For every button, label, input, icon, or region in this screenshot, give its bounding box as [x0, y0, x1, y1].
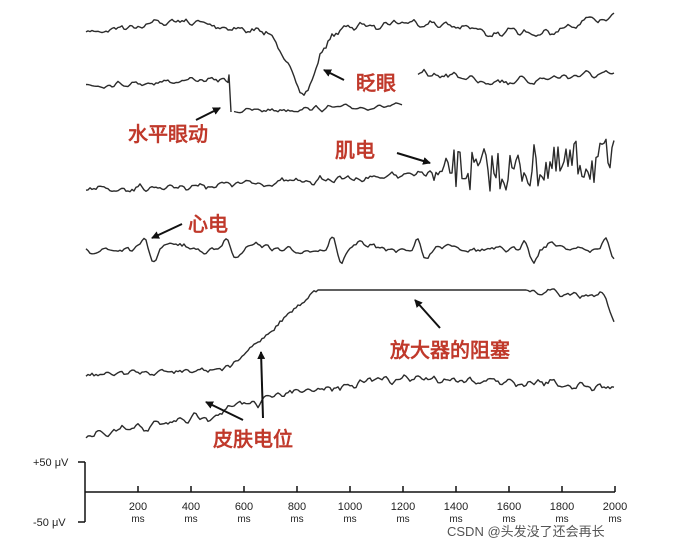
muscle-arrow [396, 152, 431, 165]
x-tick-unit: ms [237, 514, 250, 525]
horizontal-eye-movement-arrow [195, 107, 221, 121]
x-tick-unit: ms [131, 514, 144, 525]
x-tick-unit: ms [555, 514, 568, 525]
blink-trace [85, 12, 615, 96]
x-tick-label: 1800 [550, 501, 574, 513]
x-tick-label: 1400 [444, 501, 468, 513]
heart-arrow [151, 223, 183, 239]
x-tick-unit: ms [396, 514, 409, 525]
muscle-trace [85, 138, 615, 193]
x-tick-label: 2000 [603, 501, 627, 513]
eye-movement-trace-c [417, 68, 615, 86]
annotation-arrows [151, 69, 441, 421]
x-tick-label: 200 [129, 501, 147, 513]
x-tick-unit: ms [184, 514, 197, 525]
muscle-label: 肌电 [335, 139, 375, 162]
x-tick-unit: ms [343, 514, 356, 525]
x-tick-label: 1600 [497, 501, 521, 513]
skin-potential-arrow-1 [205, 401, 244, 421]
blink-label: 眨眼 [356, 72, 396, 95]
x-tick-unit: ms [502, 514, 515, 525]
x-axis: 200ms400ms600ms800ms1000ms1200ms1400ms16… [85, 486, 627, 525]
x-tick-label: 1000 [338, 501, 362, 513]
blink-arrow [323, 69, 345, 81]
eeg-traces [85, 12, 615, 439]
eye-movement-trace-a [85, 74, 232, 113]
y-axis-top-label: +50 μV [33, 457, 69, 469]
x-tick-label: 600 [235, 501, 253, 513]
eye-movement-trace-b [233, 102, 403, 114]
horizontal-eye-movement-label: 水平眼动 [128, 123, 208, 146]
skin-potential-trace [85, 374, 615, 439]
x-tick-label: 400 [182, 501, 200, 513]
heart-label: 心电 [188, 213, 228, 236]
x-tick-label: 800 [288, 501, 306, 513]
skin-potential-label: 皮肤电位 [213, 427, 293, 451]
x-tick-unit: ms [290, 514, 303, 525]
heart-trace [85, 236, 615, 265]
x-tick-unit: ms [449, 514, 462, 525]
amplifier-block-trace [85, 288, 615, 377]
y-axis-bottom-label: -50 μV [33, 517, 66, 529]
amplifier-block-arrow [414, 299, 441, 329]
watermark: CSDN @头发没了还会再长 [447, 524, 605, 539]
skin-potential-arrow-2 [257, 351, 266, 419]
y-axis [78, 461, 86, 523]
amplifier-block-label: 放大器的阻塞 [389, 338, 511, 362]
x-tick-unit: ms [608, 514, 621, 525]
x-tick-label: 1200 [391, 501, 415, 513]
